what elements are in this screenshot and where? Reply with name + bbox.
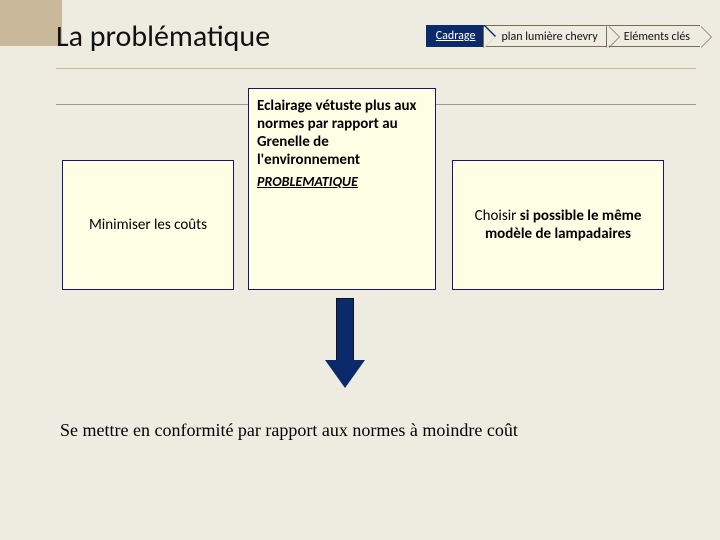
left-box-text: Minimiser les coûts bbox=[89, 216, 207, 234]
title-rule bbox=[56, 68, 696, 69]
center-box-body: Eclairage vétuste plus aux normes par ra… bbox=[257, 97, 416, 169]
breadcrumb: Cadrage plan lumière chevry Eléments clé… bbox=[426, 24, 700, 48]
breadcrumb-plan[interactable]: plan lumière chevry bbox=[485, 25, 607, 47]
breadcrumb-cadrage[interactable]: Cadrage bbox=[426, 25, 486, 47]
left-box: Minimiser les coûts bbox=[62, 160, 234, 290]
center-box: Eclairage vétuste plus aux normes par ra… bbox=[248, 88, 436, 290]
right-box-prefix: Choisir bbox=[475, 207, 517, 225]
right-box: Choisir si possible le même modèle de la… bbox=[452, 160, 664, 290]
center-box-caption: PROBLEMATIQUE bbox=[257, 173, 427, 190]
arrow-head-icon bbox=[325, 360, 365, 388]
corner-bookmark bbox=[0, 0, 62, 46]
conclusion-text: Se mettre en conformité par rapport aux … bbox=[60, 420, 680, 441]
page-title: La problématique bbox=[56, 18, 270, 55]
right-box-text: Choisir si possible le même modèle de la… bbox=[461, 207, 655, 243]
down-arrow bbox=[336, 298, 354, 388]
breadcrumb-elements[interactable]: Eléments clés bbox=[608, 25, 700, 47]
arrow-shaft bbox=[336, 298, 354, 361]
